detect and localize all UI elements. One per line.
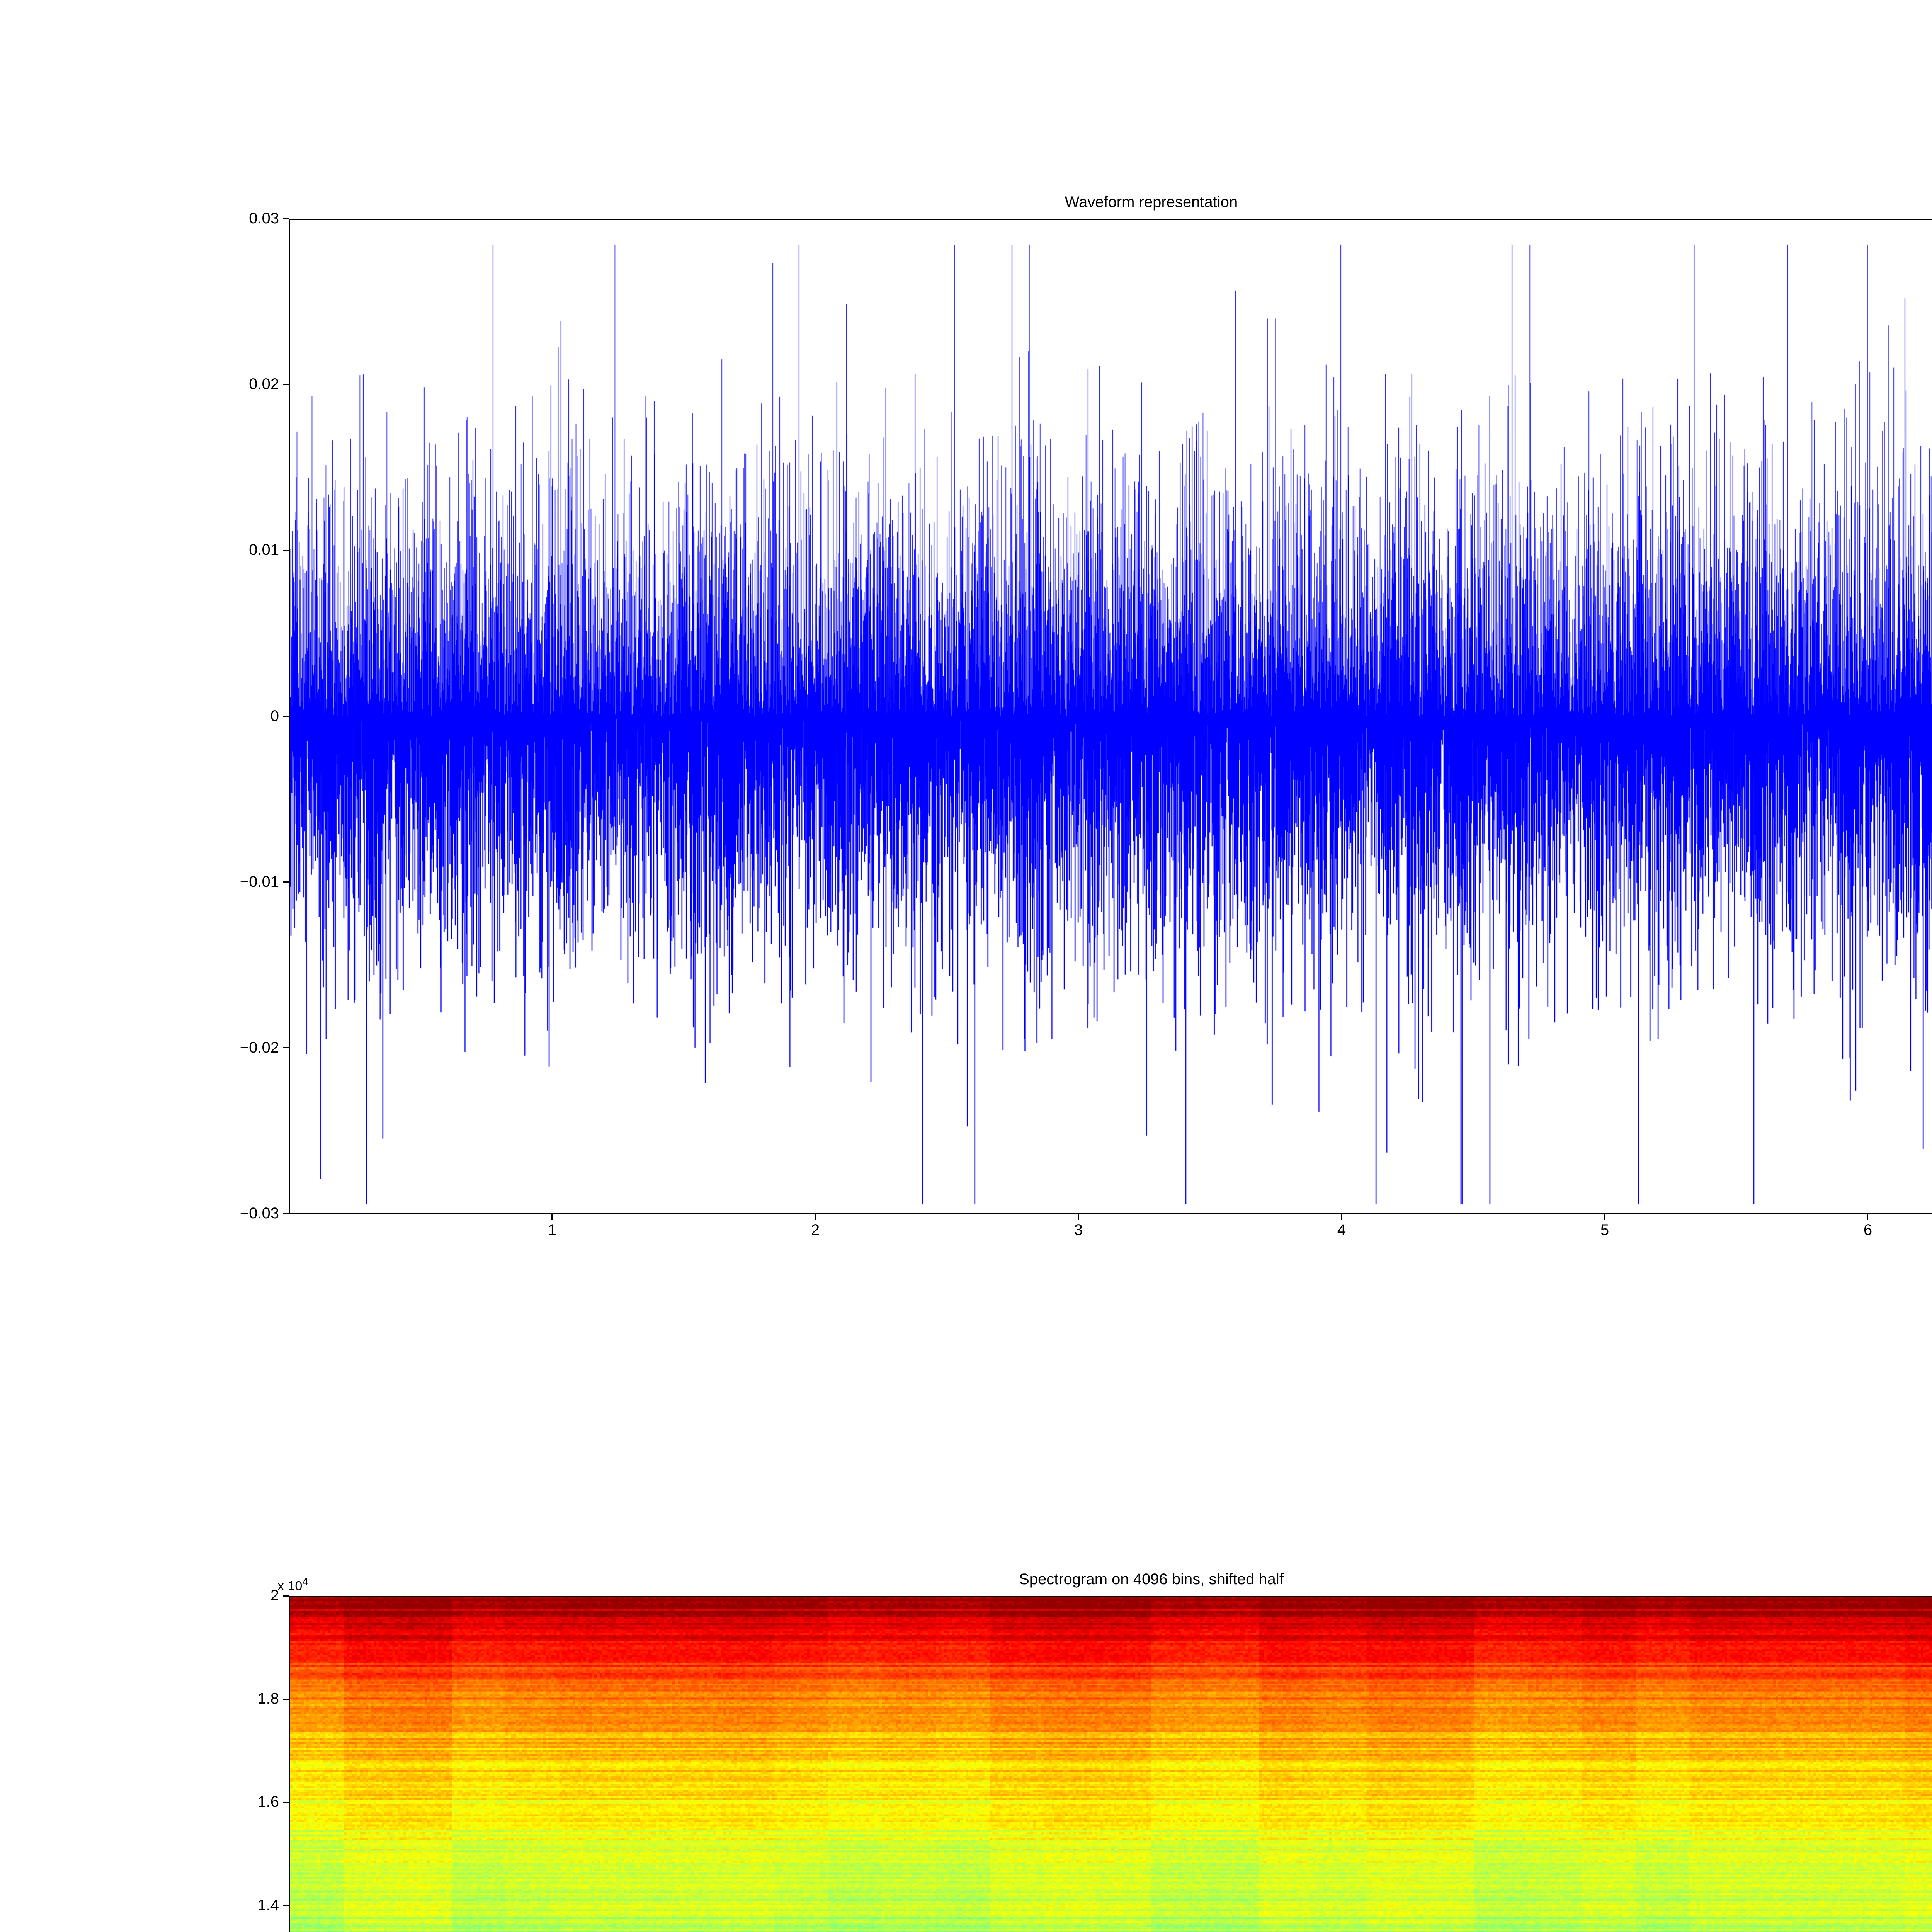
waveform-y-tick-label: −0.03 [240,1205,279,1222]
waveform-x-tick-label: 6 [1863,1221,1872,1238]
spectrogram-y-tick-label: 1.4 [257,1896,279,1914]
spectrogram-y-exponent-base: x 10 [277,1578,303,1594]
waveform-y-tick-label: 0.01 [249,541,279,559]
spectrogram-image [290,1597,1932,1932]
spectrogram-y-tick [283,1905,289,1906]
waveform-y-tick [283,1047,289,1049]
spectrogram-y-tick-label: 1.8 [257,1690,279,1708]
spectrogram-y-tick [283,1698,289,1700]
waveform-y-tick [283,716,289,717]
waveform-y-tick [283,218,289,219]
waveform-x-tick-label: 2 [811,1221,820,1238]
waveform-x-tick-label: 1 [548,1221,557,1238]
waveform-y-tick [283,384,289,385]
waveform-y-tick-label: 0 [270,707,279,724]
waveform-x-tick [1604,1214,1605,1220]
waveform-y-tick [283,1213,289,1214]
waveform-title: Waveform representation [1065,194,1238,211]
waveform-axes: Waveform representation [289,194,1932,1214]
spectrogram-y-tick-label: 2 [270,1587,279,1604]
waveform-x-tick [1867,1214,1869,1220]
spectrogram-title: Spectrogram on 4096 bins, shifted half [1019,1571,1284,1588]
spectrogram-y-exponent-label: x 104 [277,1576,308,1594]
waveform-y-tick-label: 0.02 [249,376,279,393]
waveform-y-tick-label: −0.01 [240,873,279,890]
spectrogram-y-tick [283,1801,289,1803]
spectrogram-y-tick [283,1595,289,1597]
waveform-y-tick [283,549,289,551]
waveform-x-tick-label: 3 [1074,1221,1083,1238]
spectrogram-y-exponent-power: 4 [302,1576,309,1588]
waveform-y-tick [283,881,289,883]
waveform-y-tick-label: −0.02 [240,1039,279,1056]
waveform-plot-canvas [290,220,1932,1213]
spectrogram-axes: Spectrogram on 4096 bins, shifted half [289,1571,1932,1932]
waveform-x-tick-label: 4 [1337,1221,1346,1238]
spectrogram-y-tick-label: 1.6 [257,1793,279,1811]
waveform-y-tick-label: 0.03 [249,210,279,227]
waveform-x-tick [815,1214,816,1220]
waveform-x-tick-label: 5 [1600,1221,1609,1238]
waveform-x-tick [1341,1214,1342,1220]
waveform-x-tick [1078,1214,1079,1220]
waveform-x-tick [551,1214,553,1220]
